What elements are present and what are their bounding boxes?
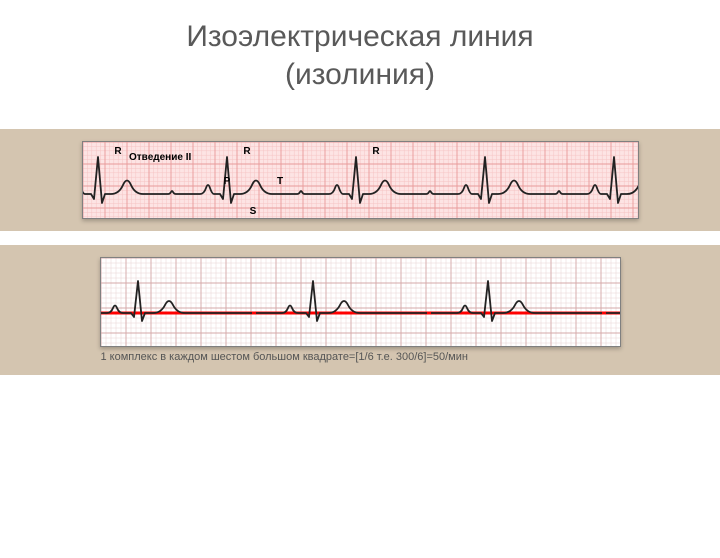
lead-label: Отведение II (129, 152, 191, 163)
wave-label-p: P (223, 176, 230, 187)
title-line-1: Изоэлектрическая линия (186, 20, 533, 53)
page-title: Изоэлектрическая линия (изолиния) (0, 18, 720, 93)
ecg-panel-1: Отведение II R R R P T S (82, 141, 639, 219)
wave-label-s: S (249, 206, 256, 217)
title-line-2: (изолиния) (285, 58, 435, 91)
ecg-band-2: 1 комплекс в каждом шестом большом квадр… (0, 245, 720, 375)
panel2-caption: 1 комплекс в каждом шестом большом квадр… (101, 351, 620, 363)
wave-label-r: R (243, 146, 251, 157)
wave-label-r: R (372, 146, 380, 157)
wave-label-r: R (114, 146, 122, 157)
ecg-svg-1: Отведение II R R R P T S (83, 142, 638, 218)
ecg-band-1: Отведение II R R R P T S (0, 129, 720, 231)
ecg-panel-2 (100, 257, 621, 347)
ecg-svg-2 (101, 258, 620, 346)
wave-label-t: T (276, 176, 282, 187)
